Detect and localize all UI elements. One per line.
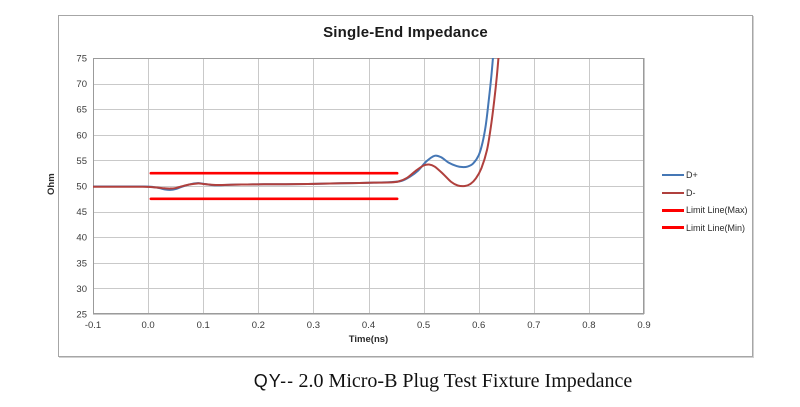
y-tick-label: 40	[76, 233, 87, 244]
series-line-d-	[93, 58, 500, 190]
legend-item-2: Limit Line(Max)	[662, 204, 748, 216]
x-tick-label: 0.4	[362, 320, 375, 331]
legend-item-1: D-	[662, 187, 748, 199]
y-tick-label: 35	[76, 258, 87, 269]
y-tick-label: 70	[76, 79, 87, 90]
legend-line-swatch	[662, 191, 684, 194]
gridlines	[93, 58, 645, 315]
x-tick-label: 0.8	[582, 320, 595, 331]
x-tick-label: 0.9	[637, 320, 650, 331]
x-tick-label: -0.1	[85, 320, 101, 331]
chart-frame: Single-End Impedance 75 70 65 60 55 50 45 40 35 3…	[46, 15, 753, 357]
tick-labels: 75 70 65 60 55 50 45 40 35 30 25-0.1 0.0 0.1 0.2 0.3 0.…	[76, 54, 650, 332]
series-lines	[93, 58, 500, 201]
y-axis-title: Ohm	[46, 173, 57, 195]
legend-label: Limit Line(Max)	[686, 205, 748, 215]
y-tick-label: 30	[76, 284, 87, 295]
x-tick-label: 0.1	[197, 320, 210, 331]
legend-item-3: Limit Line(Min)	[662, 222, 748, 234]
x-tick-label: 0.0	[141, 320, 154, 331]
legend-line-swatch	[662, 226, 684, 229]
legend-item-0: D+	[662, 169, 748, 181]
y-tick-label: 75	[76, 54, 87, 65]
legend-line-swatch	[662, 208, 684, 212]
x-tick-label: 0.7	[527, 320, 540, 331]
y-tick-label: 25	[76, 310, 87, 321]
x-tick-label: 0.3	[307, 320, 320, 331]
legend-label: Limit Line(Min)	[686, 222, 746, 233]
legend-line-swatch	[662, 174, 684, 176]
chart-title: Single-End Impedance	[323, 24, 488, 41]
series-line-d+	[93, 58, 494, 191]
x-tick-label: 0.5	[417, 320, 430, 331]
caption-prefix: QY--	[253, 371, 295, 391]
figure-caption: QY-- 2.0 Micro-B Plug Test Fixture Imped…	[86, 370, 800, 393]
legend-label: D+	[686, 170, 698, 180]
legend-label: D-	[686, 187, 696, 198]
impedance-plot: 75 70 65 60 55 50 45 40 35 30 25-0.1 0.0 0.1 0.2 0.3 0.…	[76, 54, 650, 332]
caption-text: 2.0 Micro-B Plug Test Fixture Impedance	[298, 370, 633, 392]
x-tick-label: 0.2	[252, 320, 265, 331]
x-axis-title: Time(ns)	[348, 334, 389, 345]
legend: D+ D- Limit Line(Max) Limit Line(Min)	[662, 169, 748, 234]
y-tick-label: 60	[76, 130, 87, 141]
x-tick-label: 0.6	[472, 320, 485, 331]
y-tick-label: 55	[76, 156, 87, 167]
y-tick-label: 45	[76, 207, 87, 218]
y-tick-label: 65	[76, 105, 87, 116]
y-tick-label: 50	[76, 182, 87, 193]
